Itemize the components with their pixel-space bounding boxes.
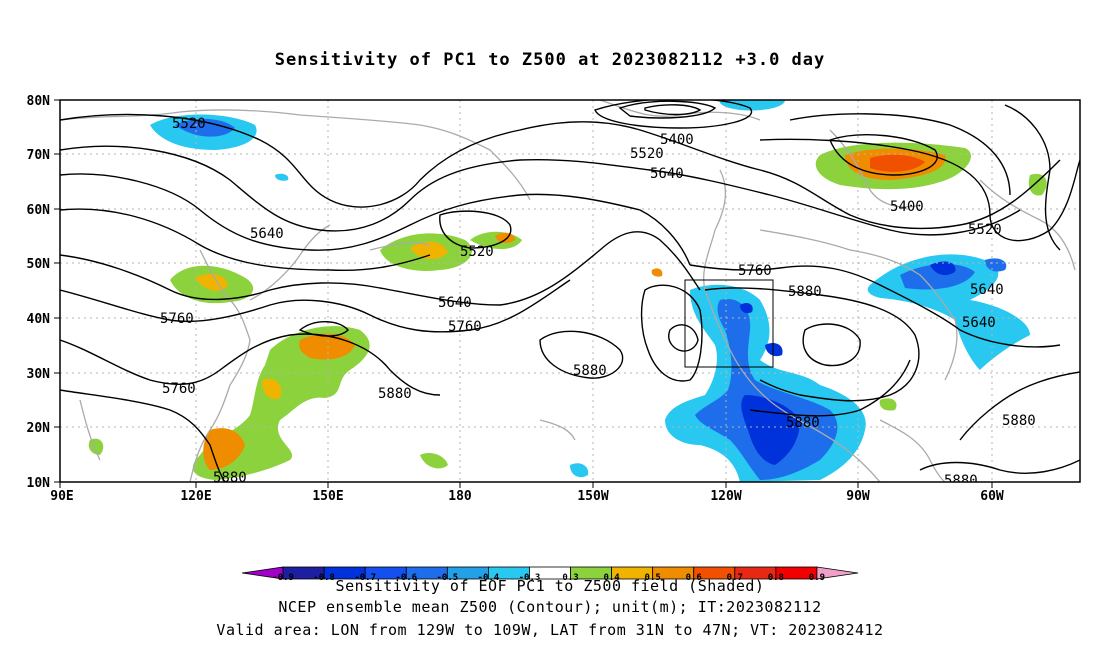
map-title: Sensitivity of PC1 to Z500 at 2023082112… (274, 50, 826, 70)
lat-label: 10N (27, 476, 51, 491)
contour-label: 5400 (890, 199, 924, 215)
lon-label: 90E (50, 489, 73, 504)
colorbar-tick-label: 0.3 (562, 573, 578, 583)
graticule (60, 100, 1080, 482)
contour-label: 5880 (1002, 413, 1036, 429)
contour-label: 5880 (788, 284, 822, 300)
lat-label: 40N (27, 312, 51, 327)
contour-label: 5760 (160, 311, 194, 327)
contour-label: 5520 (172, 116, 206, 132)
colorbar: -0.9 -0.8 -0.7 -0.6 -0.5 -0.4 -0.3 0.3 0.4 0.5 0.6… (241, 566, 859, 583)
contour-label: 5640 (962, 315, 996, 331)
lon-label: 60W (980, 489, 1004, 504)
contour-label: 5880 (944, 473, 978, 489)
colorbar-tick-label: 0.5 (645, 573, 661, 583)
colorbar-tick-label: 0.4 (603, 573, 620, 583)
lon-label: 90W (846, 489, 870, 504)
lat-label: 80N (27, 94, 51, 109)
lon-label: 150W (577, 489, 608, 504)
colorbar-tick-label: 0.9 (809, 573, 825, 583)
contour-label: 5400 (660, 132, 694, 148)
contour-label: 5640 (650, 166, 684, 182)
contour-label: 5880 (213, 470, 247, 486)
contour-label: 5880 (786, 415, 820, 431)
lat-label: 50N (27, 257, 51, 272)
contour-label: 5640 (250, 226, 284, 242)
lon-label: 120W (710, 489, 741, 504)
lat-label: 70N (27, 148, 51, 163)
colorbar-tick-label: 0.8 (768, 573, 784, 583)
lon-label: 120E (180, 489, 211, 504)
contour-label: 5760 (448, 319, 482, 335)
contour-label: 5880 (573, 363, 607, 379)
contour-label: 5520 (460, 244, 494, 260)
colorbar-tick-label: 0.6 (686, 573, 702, 583)
colorbar-segment (816, 566, 859, 580)
lon-label: 150E (312, 489, 343, 504)
contour-label: 5640 (970, 282, 1004, 298)
contour-label: 5760 (738, 263, 772, 279)
colorbar-tick-label: -0.3 (519, 573, 541, 583)
tick-marks (54, 99, 993, 488)
colorbar-tick-label: -0.7 (354, 573, 376, 583)
lat-labels: 80N 70N 60N 50N 40N 30N 20N 10N (27, 94, 51, 491)
z500-contours (60, 100, 1080, 482)
plot-frame (59, 99, 1081, 483)
contour-label-layer: 5520 5400 5520 5640 5400 5520 5640 5520 … (160, 116, 1036, 489)
colorbar-tick-label: -0.9 (272, 573, 294, 583)
lat-label: 60N (27, 203, 51, 218)
colorbar-tick-label: 0.7 (727, 573, 743, 583)
colorbar-tick-label: -0.8 (313, 573, 335, 583)
sensitivity-shading (88, 100, 1047, 482)
contour-label: 5760 (162, 381, 196, 397)
contour-label: 5520 (968, 222, 1002, 238)
lon-label: 180 (448, 489, 472, 504)
colorbar-tick-label: -0.5 (436, 573, 458, 583)
colorbar-tick-label: -0.6 (395, 573, 417, 583)
colorbar-tick-label: -0.4 (478, 573, 500, 583)
lat-label: 30N (27, 367, 51, 382)
contour-label: 5880 (378, 386, 412, 402)
valid-area-box (684, 279, 774, 368)
footer-contour-caption: NCEP ensemble mean Z500 (Contour); unit(… (278, 598, 822, 616)
lon-labels: 90E 120E 150E 180 150W 120W 90W 60W (50, 489, 1004, 504)
footer-shaded-caption: Sensitivity of EOF PC1 to Z500 field (Sh… (335, 577, 765, 595)
contour-label: 5520 (630, 146, 664, 162)
lat-label: 20N (27, 421, 51, 436)
footer-valid-area-caption: Valid area: LON from 129W to 109W, LAT f… (216, 621, 884, 639)
contour-label: 5640 (438, 295, 472, 311)
